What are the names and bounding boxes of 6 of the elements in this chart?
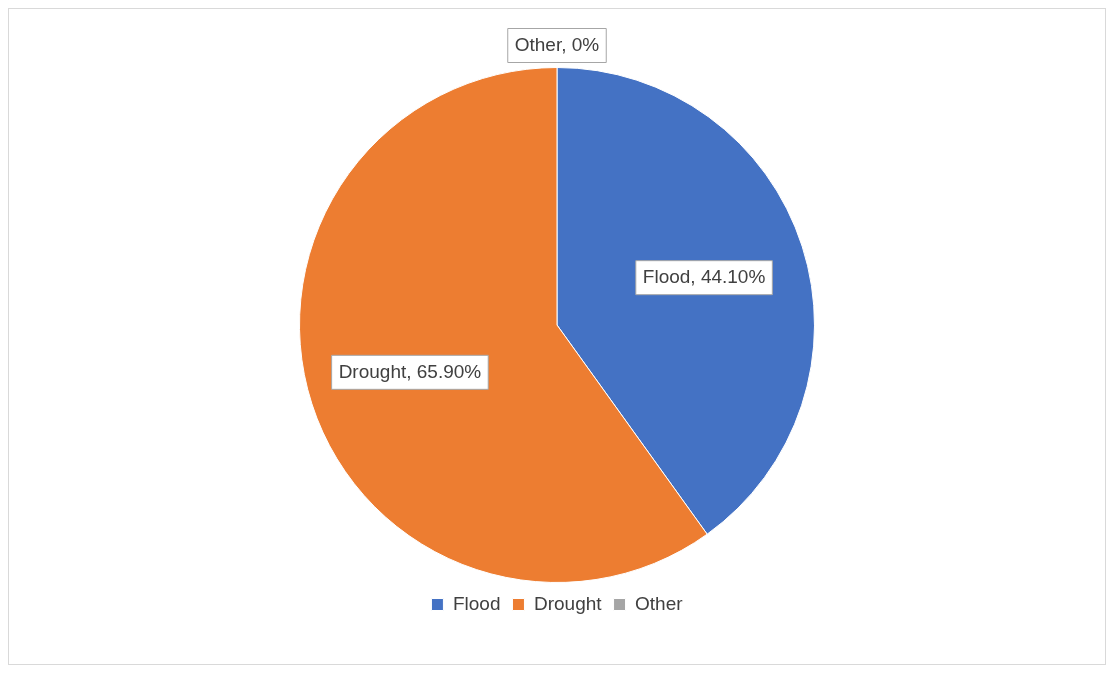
data-label: Drought, 65.90%: [338, 360, 482, 382]
legend-label: Drought: [533, 592, 603, 614]
text: Other, 0%: [514, 33, 600, 55]
legend-label: Other: [635, 592, 684, 614]
legend-label: Flood: [452, 592, 501, 614]
data-label: Flood, 44.10%: [642, 265, 766, 287]
